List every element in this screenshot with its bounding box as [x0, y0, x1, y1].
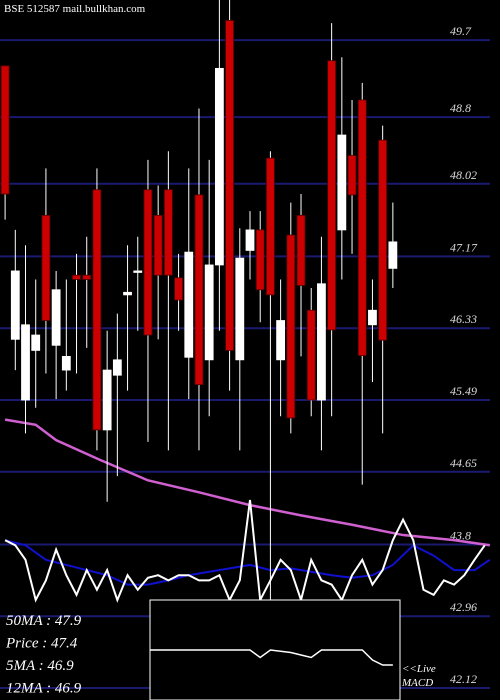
y-tick-label: 47.17 [450, 240, 478, 254]
candle-body [184, 251, 194, 358]
info-label: Price : 47.4 [5, 636, 78, 652]
candle-body [61, 356, 71, 371]
candle-body [266, 157, 275, 296]
candle-body [41, 214, 51, 321]
candle-body [368, 309, 377, 326]
y-tick-label: 43.8 [450, 528, 471, 542]
y-tick-label: 42.12 [450, 672, 477, 686]
candle-body [0, 65, 10, 195]
candle-body [276, 320, 286, 361]
candle-body [174, 277, 183, 301]
chart-title: BSE 512587 mail.bullkhan.com [4, 3, 146, 15]
y-tick-label: 44.65 [450, 456, 477, 470]
indicator-line [4, 499, 486, 604]
candle-body [31, 334, 41, 351]
macd-line [150, 649, 393, 666]
candle-body [317, 283, 326, 401]
candle-body [214, 67, 224, 266]
candle-body [235, 257, 245, 361]
candle-body [204, 264, 214, 361]
y-tick-label: 42.96 [450, 600, 477, 614]
live-label: <<Live [402, 663, 436, 675]
candle-body [143, 189, 153, 336]
candle-body [163, 189, 173, 276]
candle-body [102, 369, 112, 431]
candle-body [21, 324, 30, 401]
candle-body [51, 289, 61, 346]
y-tick-label: 48.02 [450, 168, 477, 182]
info-label: 5MA : 46.9 [6, 658, 74, 674]
candle-body [92, 189, 102, 431]
candle-body [123, 291, 132, 296]
candle-body [153, 214, 163, 276]
candle-body [347, 155, 357, 196]
y-tick-label: 48.8 [450, 101, 471, 115]
candle-body [378, 139, 388, 341]
y-tick-label: 45.49 [450, 384, 477, 398]
candle-body [327, 60, 337, 331]
candle-body [10, 270, 20, 340]
macd-label: MACD [401, 677, 433, 689]
candle-body [306, 309, 316, 401]
candle-body [82, 274, 92, 280]
info-label: 12MA : 46.9 [6, 681, 82, 697]
y-tick-label: 46.33 [450, 312, 477, 326]
candle-body [245, 229, 255, 251]
candle-body [194, 194, 204, 386]
candle-body [286, 234, 296, 419]
candle-body [296, 214, 306, 286]
candle-body [225, 20, 234, 351]
candle-body [72, 274, 81, 280]
candle-body [357, 99, 367, 356]
info-label: 50MA : 47.9 [6, 613, 82, 629]
candle-body [388, 241, 398, 269]
y-tick-label: 49.7 [450, 24, 472, 38]
candle-body [133, 270, 143, 273]
candle-body [112, 359, 122, 376]
candle-body [255, 229, 265, 291]
candle-body [337, 134, 347, 231]
